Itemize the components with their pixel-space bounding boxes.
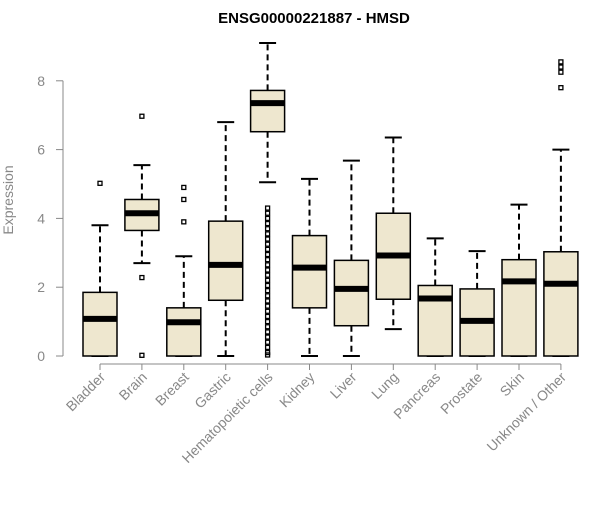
outlier-point [97, 180, 103, 186]
x-tick-label: Liver [327, 369, 360, 402]
box [291, 234, 328, 309]
outlier-point [264, 324, 271, 330]
box [501, 258, 537, 357]
plot-area [82, 41, 579, 358]
outlier-point [139, 352, 145, 358]
box [543, 251, 579, 357]
outlier-point [264, 251, 271, 258]
outlier-point [264, 231, 271, 237]
outlier-point [264, 272, 271, 278]
outlier-point [264, 205, 271, 211]
box-group [82, 180, 118, 357]
box-group [166, 184, 202, 357]
outlier-point [264, 339, 271, 345]
box [166, 307, 202, 357]
y-axis: 0 2 4 6 8 [37, 73, 64, 364]
outlier-point [264, 293, 271, 299]
outlier-point [558, 85, 564, 91]
outlier-point [264, 282, 271, 289]
outlier-point [264, 334, 271, 340]
outlier-point [264, 344, 271, 351]
outlier-point [264, 352, 271, 358]
box-group [501, 203, 537, 357]
box-group [124, 113, 160, 358]
outlier-point [264, 313, 271, 320]
x-tick-label: Kidney [276, 369, 318, 411]
x-tick-label: Pancreas [390, 369, 443, 422]
outlier-point [264, 226, 271, 232]
outlier-point [181, 219, 187, 225]
outlier-point [264, 277, 271, 283]
outlier-point [181, 184, 187, 191]
y-tick-label: 8 [37, 73, 45, 89]
outlier-point [264, 308, 271, 314]
outlier-point [264, 220, 271, 227]
y-tick-label: 4 [37, 210, 45, 226]
outlier-point [264, 262, 271, 268]
outlier-point [558, 69, 564, 75]
x-tick-label: Lung [368, 369, 401, 402]
x-tick-label: Brain [116, 369, 150, 403]
outlier-point [264, 246, 271, 253]
y-tick-label: 6 [37, 142, 45, 158]
chart-title: ENSG00000221887 - HMSD [218, 10, 410, 27]
outlier-point [264, 257, 271, 263]
box-group [417, 237, 453, 357]
box [249, 89, 286, 133]
outlier-point [264, 215, 271, 222]
box [207, 220, 244, 302]
box-group [543, 59, 579, 357]
outlier-point [139, 113, 145, 119]
outlier-point [264, 210, 271, 216]
box [82, 291, 118, 357]
x-tick-label: Breast [152, 369, 192, 409]
box-group [375, 136, 412, 331]
box-group [333, 159, 370, 357]
y-tick-label: 2 [37, 279, 45, 295]
outlier-point [264, 298, 271, 304]
outlier-point [181, 196, 187, 203]
outlier-point [558, 64, 564, 70]
y-axis-label: Expression [0, 165, 16, 234]
box-group [291, 177, 328, 357]
x-tick-label: Bladder [63, 369, 109, 415]
box [333, 259, 370, 327]
outlier-point [139, 274, 145, 281]
outlier-point [558, 59, 564, 65]
outlier-point [264, 318, 271, 325]
y-tick-label: 0 [37, 348, 45, 364]
x-tick-label: Unknown / Other [483, 369, 569, 455]
box-group [207, 121, 244, 357]
x-tick-label: Prostate [437, 369, 485, 417]
outlier-point [264, 241, 271, 247]
box-group [249, 41, 286, 358]
box-group [459, 250, 495, 357]
outlier-point [264, 329, 271, 335]
x-tick-label: Skin [497, 369, 528, 400]
outlier-point [264, 287, 271, 294]
outlier-point [264, 236, 271, 242]
outlier-point [264, 267, 271, 273]
outlier-point [264, 303, 271, 309]
